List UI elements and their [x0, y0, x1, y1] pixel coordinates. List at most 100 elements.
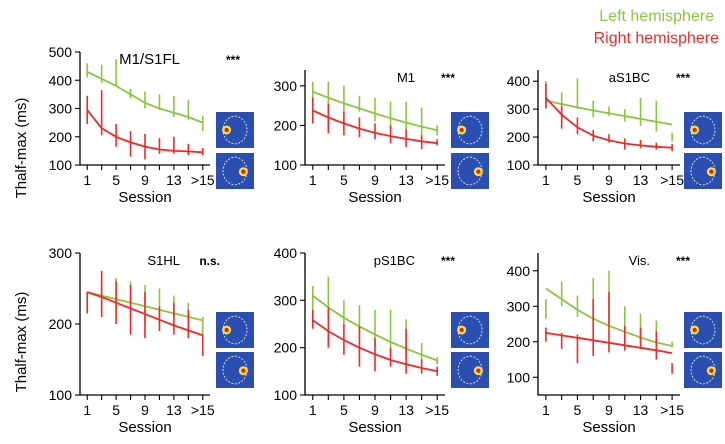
- panel-title: aS1BC: [609, 70, 650, 85]
- chart-panel-2: 100 200 300 400 1 5 9 13 >15 Session aS1BC ***: [507, 70, 722, 206]
- x-axis-label: Session: [348, 189, 401, 206]
- right-hemisphere-fit-line: [545, 332, 673, 354]
- significance-marker: ***: [441, 254, 455, 268]
- activity-spot-core: [459, 327, 464, 333]
- y-tick-label: 400: [507, 73, 531, 89]
- legend-left-hemisphere: Left hemisphere: [599, 8, 714, 25]
- brain-map-right: [684, 352, 722, 388]
- panel-title: Vis.: [629, 253, 650, 268]
- x-tick-label: 5: [340, 172, 348, 188]
- y-tick-label: 500: [49, 44, 73, 60]
- brain-outline: [457, 156, 483, 186]
- brain-outline: [222, 115, 248, 145]
- x-tick-label: 1: [83, 402, 91, 418]
- x-tick-label: 9: [141, 402, 149, 418]
- brain-map-left: [684, 312, 722, 348]
- x-tick-label: >15: [660, 172, 684, 188]
- y-tick-label: 200: [49, 316, 73, 332]
- brain-outline: [457, 355, 483, 385]
- x-tick-label: >15: [660, 402, 684, 418]
- brain-map-left: [451, 312, 489, 348]
- x-tick-label: 1: [83, 172, 91, 188]
- x-tick-label: 5: [574, 402, 582, 418]
- x-axis-label: Session: [582, 189, 635, 206]
- x-tick-label: >15: [425, 402, 449, 418]
- x-tick-label: 9: [605, 172, 613, 188]
- map-background: [451, 312, 489, 348]
- brain-map-left: [216, 312, 254, 348]
- x-tick-label: 1: [542, 402, 550, 418]
- x-tick-label: 13: [398, 172, 414, 188]
- legend-right-hemisphere: Right hemisphere: [594, 30, 720, 47]
- y-tick-label: 100: [274, 387, 298, 403]
- y-tick-label: 100: [49, 387, 73, 403]
- map-background: [216, 112, 254, 148]
- right-hemisphere-fit-line: [545, 97, 673, 149]
- activity-spot-core: [709, 368, 714, 373]
- axes-frame: [537, 253, 680, 396]
- right-hemisphere-fit-line: [86, 291, 204, 337]
- panel-title: pS1BC: [374, 253, 415, 268]
- right-hemisphere-fit-line: [312, 319, 438, 373]
- map-background: [451, 112, 489, 148]
- left-hemisphere-fit-line: [545, 99, 673, 126]
- brain-map-right: [216, 153, 254, 189]
- significance-marker: ***: [441, 71, 455, 85]
- activity-spot-core: [692, 327, 697, 333]
- y-tick-label: 100: [507, 369, 531, 385]
- x-tick-label: 13: [398, 402, 414, 418]
- panel-title: S1HL: [147, 253, 180, 268]
- significance-marker: n.s.: [199, 254, 220, 268]
- brain-map-left: [216, 112, 254, 148]
- x-axis-label: Session: [348, 419, 401, 436]
- activity-spot-core: [692, 127, 697, 133]
- y-tick-label: 100: [507, 157, 531, 173]
- brain-outline: [457, 315, 483, 345]
- chart-panel-3: 100 200 300 1 5 9 13 >15 Session S1HL n.s.: [49, 245, 254, 436]
- brain-outline: [690, 115, 716, 145]
- x-tick-label: 1: [309, 402, 317, 418]
- significance-marker: ***: [676, 71, 690, 85]
- x-tick-label: 5: [340, 402, 348, 418]
- x-axis-label: Session: [582, 419, 635, 436]
- chart-panel-5: 100 200 300 400 1 5 9 13 >15 Session Vis. ***: [507, 253, 722, 436]
- x-tick-label: 9: [605, 402, 613, 418]
- y-tick-label: 300: [507, 101, 531, 117]
- x-tick-label: >15: [191, 172, 215, 188]
- panel-title: M1: [397, 70, 415, 85]
- x-tick-label: 5: [574, 172, 582, 188]
- brain-outline: [690, 156, 716, 186]
- left-hemisphere-fit-line: [312, 90, 438, 132]
- x-tick-label: 13: [166, 402, 182, 418]
- x-axis-label: Session: [118, 419, 171, 436]
- x-tick-label: 13: [633, 402, 649, 418]
- map-background: [451, 153, 489, 189]
- brain-map-right: [451, 153, 489, 189]
- left-hemisphere-fit-line: [312, 294, 438, 362]
- activity-spot-core: [224, 327, 229, 333]
- x-tick-label: 1: [309, 172, 317, 188]
- brain-outline: [222, 355, 248, 385]
- x-tick-label: 9: [371, 402, 379, 418]
- right-hemisphere-fit-line: [86, 109, 203, 154]
- y-tick-label: 400: [507, 263, 531, 279]
- brain-outline: [690, 355, 716, 385]
- x-tick-label: 9: [141, 172, 149, 188]
- brain-outline: [690, 315, 716, 345]
- map-background: [684, 312, 722, 348]
- activity-spot-core: [241, 368, 246, 373]
- map-background: [216, 153, 254, 189]
- map-background: [684, 352, 722, 388]
- y-tick-label: 300: [49, 245, 73, 261]
- right-hemisphere-fit-line: [312, 109, 438, 145]
- brain-outline: [222, 315, 248, 345]
- x-tick-label: 9: [371, 172, 379, 188]
- y-axis-label-bottom: Thalf-max (ms): [13, 292, 30, 393]
- x-tick-label: 13: [633, 172, 649, 188]
- map-background: [216, 352, 254, 388]
- y-tick-label: 300: [49, 101, 73, 117]
- y-tick-label: 100: [49, 157, 73, 173]
- brain-map-right: [684, 153, 722, 189]
- panel-title: M1/S1FL: [119, 51, 180, 68]
